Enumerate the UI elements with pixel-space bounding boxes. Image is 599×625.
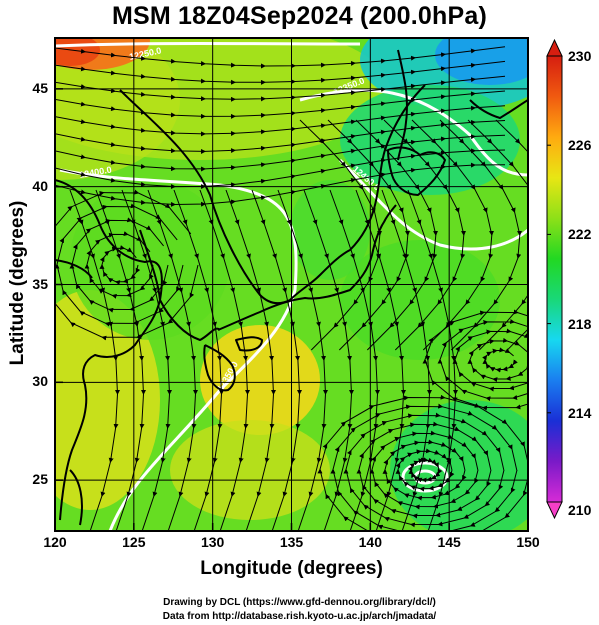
x-tick-label: 150 bbox=[516, 534, 540, 550]
colorbar-label: 218 bbox=[568, 315, 592, 332]
x-tick-label: 120 bbox=[43, 534, 67, 550]
coastline-kuril bbox=[469, 99, 528, 119]
colorbar-label: 210 bbox=[568, 502, 592, 518]
chart-title: MSM 18Z04Sep2024 (200.0hPa) bbox=[111, 2, 488, 30]
colorbar-label: 214 bbox=[568, 404, 592, 421]
x-tick-label: 130 bbox=[200, 534, 225, 550]
wind-streamlines bbox=[55, 46, 528, 531]
credit-drawing: Drawing by DCL (https://www.gfd-dennou.o… bbox=[163, 597, 436, 608]
coastlines bbox=[55, 49, 528, 526]
coastline-china bbox=[55, 179, 163, 521]
colorbar-top-arrow bbox=[546, 38, 563, 57]
x-tick-label: 125 bbox=[122, 534, 146, 550]
x-tick-label: 145 bbox=[437, 534, 461, 550]
colorbar-label: 226 bbox=[568, 137, 592, 154]
colorbar-ticks bbox=[547, 144, 551, 414]
colorbar-label: 222 bbox=[568, 226, 592, 243]
x-tick-label: 135 bbox=[279, 534, 304, 550]
axis-ticks bbox=[54, 88, 529, 531]
coastline-hokkaido bbox=[387, 146, 446, 196]
coastline-sakhalin bbox=[397, 49, 409, 161]
colorbar-label: 230 bbox=[568, 48, 592, 64]
credit-data: Data from http://database.rish.kyoto-u.a… bbox=[162, 611, 437, 622]
coastline-honshu bbox=[217, 204, 397, 331]
coastline-kyushu bbox=[203, 344, 236, 392]
x-axis-title: Longitude (degrees) bbox=[200, 558, 383, 579]
y-tick-label: 25 bbox=[32, 471, 48, 488]
y-tick-label: 40 bbox=[32, 177, 48, 194]
coastline-taiwan bbox=[69, 469, 83, 526]
colorbar-body bbox=[546, 55, 563, 503]
coastline-shikoku bbox=[235, 336, 263, 352]
streamline bbox=[55, 189, 199, 341]
coastline-shandong bbox=[55, 259, 93, 279]
y-tick-label: 45 bbox=[32, 79, 48, 96]
y-tick-label: 30 bbox=[32, 373, 48, 390]
y-tick-label: 35 bbox=[32, 275, 48, 292]
colorbar-bottom-arrow bbox=[546, 501, 563, 520]
lat-lon-grid bbox=[55, 38, 528, 531]
x-tick-label: 140 bbox=[358, 534, 382, 550]
coastline-russia bbox=[119, 84, 426, 305]
coastline-korea bbox=[139, 229, 221, 341]
colorbar bbox=[546, 38, 563, 520]
